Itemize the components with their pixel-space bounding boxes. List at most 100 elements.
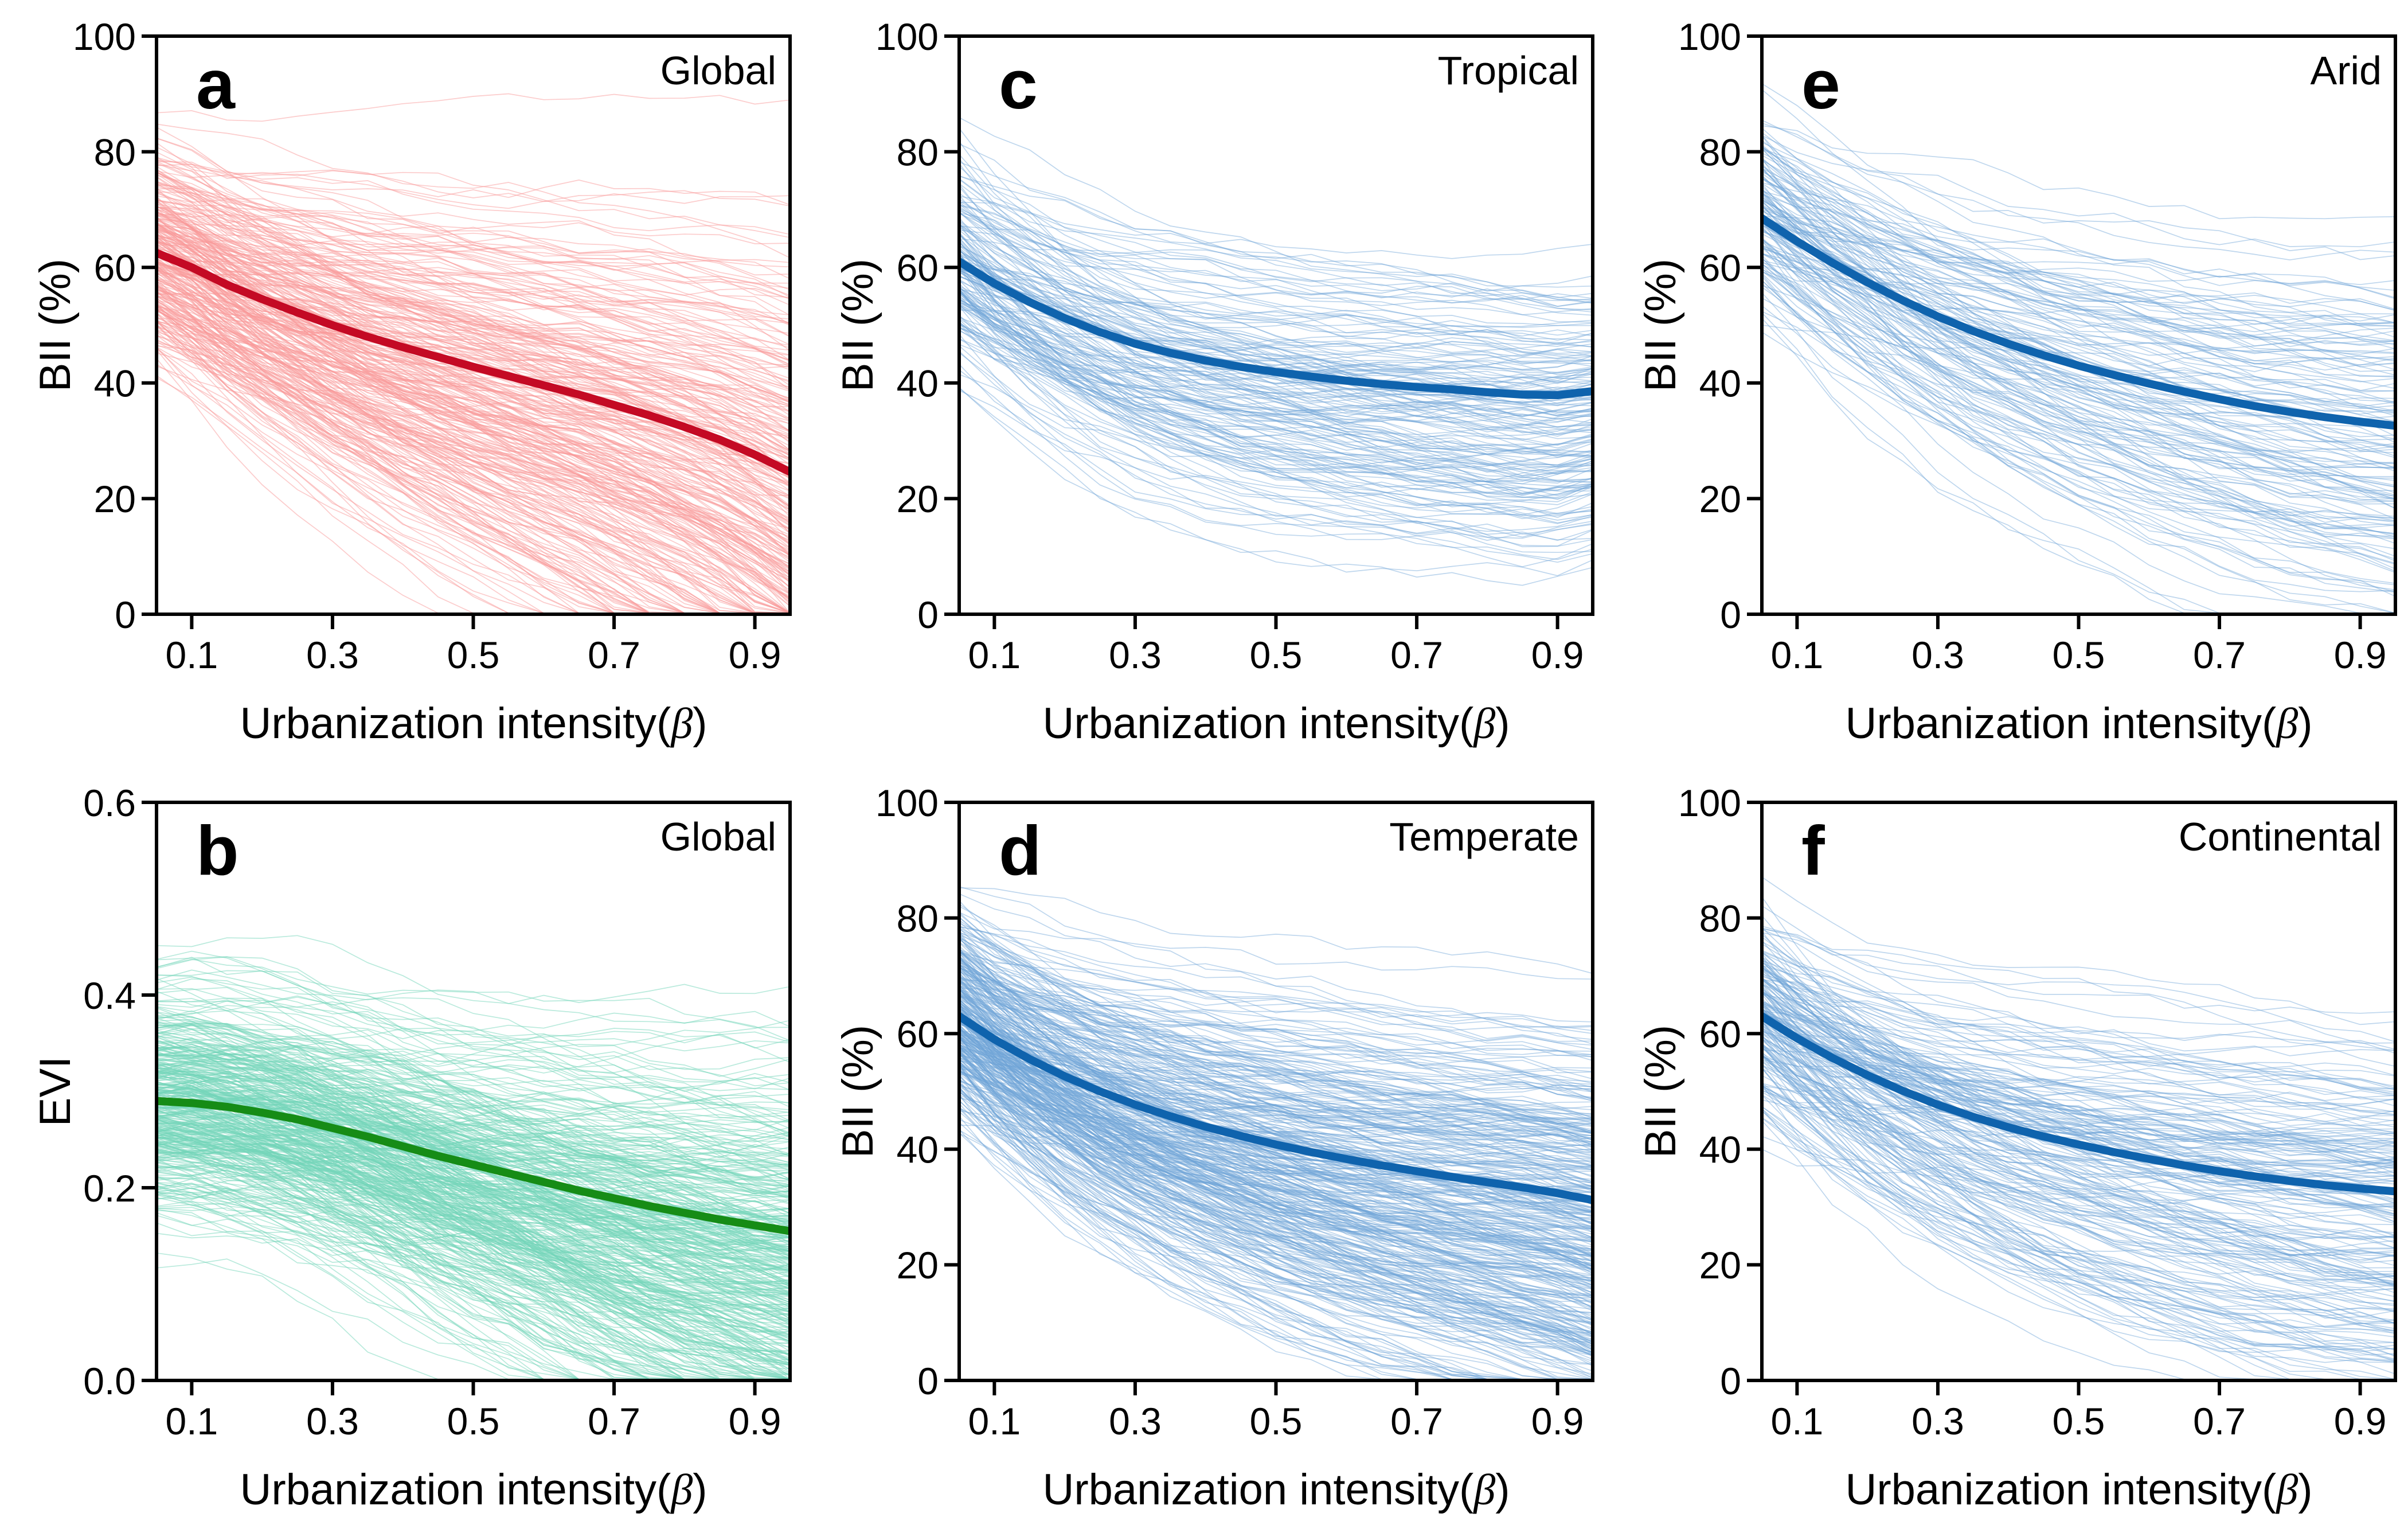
- ensemble-line: [959, 982, 1593, 1093]
- ensemble-line: [959, 1004, 1593, 1375]
- ensemble-line: [1762, 178, 2395, 360]
- ensemble-line: [959, 1031, 1593, 1300]
- panel-region-label: Temperate: [1389, 814, 1579, 859]
- ensemble-line: [1762, 1110, 2395, 1328]
- ensemble-line: [959, 318, 1593, 477]
- ensemble-line: [1762, 194, 2395, 311]
- ensemble-line: [959, 976, 1593, 1140]
- ensemble-line: [1762, 1001, 2395, 1089]
- ensemble-line: [1762, 941, 2395, 1147]
- ensemble-line: [1762, 297, 2395, 438]
- ensemble-line: [959, 990, 1593, 1133]
- ensemble-line: [1762, 950, 2395, 1091]
- ensemble-line: [959, 303, 1593, 399]
- ensemble-line: [959, 980, 1593, 1360]
- ensemble-line: [959, 275, 1593, 385]
- ensemble-line: [157, 331, 790, 537]
- ensemble-line: [1762, 1017, 2395, 1277]
- ensemble-line: [959, 951, 1593, 1191]
- ensemble-line: [959, 1039, 1593, 1193]
- ensemble-line: [1762, 247, 2395, 417]
- ensemble-line: [157, 309, 790, 614]
- ensemble-line: [959, 338, 1593, 467]
- y-tick-label: 0: [917, 594, 939, 636]
- ensemble-line: [959, 1012, 1593, 1347]
- ensemble-line: [959, 1029, 1593, 1218]
- x-tick-label: 0.9: [1531, 634, 1584, 676]
- ensemble-line: [959, 1064, 1593, 1240]
- ensemble-line: [959, 955, 1593, 1254]
- ensemble-line: [959, 1004, 1593, 1289]
- ensemble-line: [1762, 122, 2395, 261]
- ensemble-line: [959, 972, 1593, 1293]
- ensemble-line: [157, 161, 790, 209]
- ensemble-line: [1762, 158, 2395, 536]
- ensemble-line: [157, 1025, 790, 1167]
- ensemble-line: [959, 1090, 1593, 1344]
- ensemble-line: [959, 1064, 1593, 1178]
- ensemble-line: [959, 237, 1593, 494]
- ensemble-line: [1762, 1085, 2395, 1210]
- ensemble-line: [1762, 167, 2395, 469]
- ensemble-line: [959, 927, 1593, 1084]
- ensemble-line: [1762, 218, 2395, 311]
- ensemble-line: [157, 1072, 790, 1156]
- ensemble-line: [959, 1043, 1593, 1304]
- ensemble-line: [1762, 979, 2395, 1181]
- ensemble-line: [959, 224, 1593, 417]
- ensemble-line: [157, 127, 790, 413]
- y-tick-label: 0.4: [83, 974, 136, 1017]
- ensemble-line: [959, 1020, 1593, 1286]
- ensemble-line: [959, 1056, 1593, 1324]
- ensemble-line: [1762, 194, 2395, 565]
- ensemble-line: [157, 996, 790, 1077]
- ensemble-line: [1762, 198, 2395, 412]
- ensemble-line: [1762, 1075, 2395, 1239]
- ensemble-line: [959, 1013, 1593, 1250]
- panel-d-plot: 0.1 0.3 0.5 0.7 0.9 0 20 40 60 80 100: [875, 782, 1594, 1442]
- ensemble-line: [959, 962, 1593, 1225]
- ensemble-line: [157, 297, 790, 614]
- ensemble-line: [959, 900, 1593, 1228]
- ensemble-line: [157, 1029, 790, 1082]
- y-tick-label: 40: [1699, 1129, 1741, 1171]
- ensemble-line: [959, 158, 1593, 404]
- ensemble-line: [959, 929, 1593, 1042]
- ensemble-line: [959, 1003, 1593, 1320]
- ensemble-line: [1762, 200, 2395, 591]
- ensemble-line: [959, 196, 1593, 304]
- ensemble-line: [959, 966, 1593, 1106]
- ensemble-line: [157, 223, 790, 601]
- y-tick-label: 100: [1678, 782, 1741, 824]
- x-tick-label: 0.1: [1771, 634, 1824, 676]
- ensemble-line: [157, 151, 790, 279]
- ensemble-line: [157, 1125, 790, 1380]
- ensemble-line: [1762, 222, 2395, 501]
- ensemble-line: [1762, 272, 2395, 517]
- ensemble-line: [157, 234, 790, 433]
- ensemble-line: [1762, 966, 2395, 1177]
- ensemble-line: [959, 1049, 1593, 1357]
- ensemble-line: [959, 961, 1593, 1110]
- ensemble-line: [959, 263, 1593, 348]
- mean-curve: [157, 1097, 790, 1235]
- ensemble-line: [959, 1031, 1593, 1231]
- ensemble-line: [1762, 165, 2395, 389]
- ensemble-line: [959, 1047, 1593, 1140]
- ensemble-line: [959, 1050, 1593, 1353]
- ensemble-line: [1762, 1031, 2395, 1285]
- y-tick-label: 60: [897, 1013, 939, 1055]
- ensemble-line: [1762, 125, 2395, 220]
- ensemble-line: [959, 201, 1593, 358]
- ensemble-line: [157, 1110, 790, 1324]
- ensemble-line: [1762, 1117, 2395, 1362]
- ensemble-line: [1762, 174, 2395, 569]
- ensemble-line: [959, 225, 1593, 307]
- ensemble-line: [959, 934, 1593, 1085]
- ensemble-lines: [157, 93, 790, 614]
- ensemble-line: [1762, 170, 2395, 377]
- ensemble-line: [1762, 163, 2395, 505]
- ensemble-line: [157, 1046, 790, 1292]
- ensemble-line: [1762, 224, 2395, 486]
- ensemble-line: [959, 1000, 1593, 1274]
